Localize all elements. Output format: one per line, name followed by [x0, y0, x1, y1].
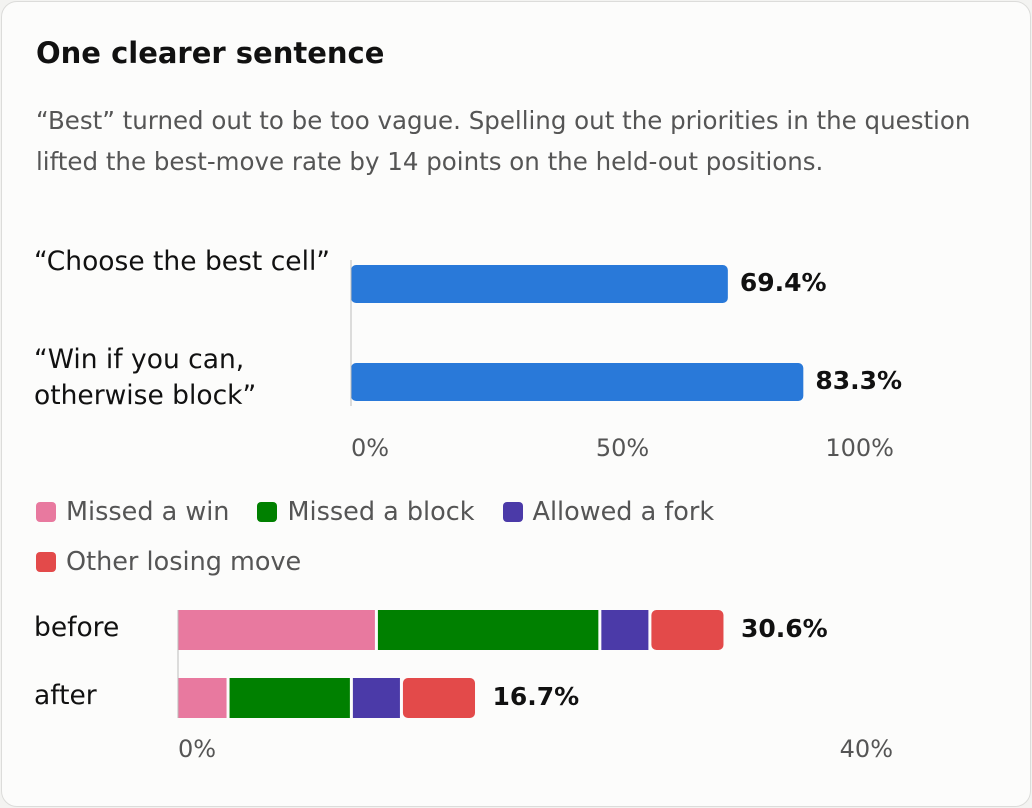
card-title: One clearer sentence [36, 36, 385, 70]
legend-swatch [36, 502, 56, 522]
category-label: before [34, 612, 120, 643]
bar-segment [178, 610, 375, 650]
bar-segment [377, 610, 599, 650]
card-description: “Best” turned out to be too vague. Spell… [36, 106, 971, 176]
bar-segment [229, 678, 350, 718]
legend-swatch [257, 502, 278, 522]
value-label: 69.4% [740, 268, 827, 297]
bar-segment [601, 610, 649, 650]
value-label: 83.3% [815, 366, 902, 395]
legend-label: Missed a block [287, 497, 475, 527]
legend-item: Missed a block [257, 494, 475, 530]
bar [351, 265, 728, 303]
legend-label: Other losing move [66, 547, 302, 577]
category-label: “Choose the best cell” [34, 246, 331, 277]
bar-segment [178, 678, 227, 718]
legend-item: Other losing move [36, 544, 301, 580]
x-tick-label: 50% [596, 434, 649, 462]
legend-label: Missed a win [66, 497, 230, 527]
x-tick-label: 100% [825, 434, 894, 462]
bar-segment [402, 678, 476, 718]
x-tick-label: 40% [840, 735, 893, 763]
total-label: 16.7% [493, 682, 580, 711]
legend-item: Missed a win [36, 494, 229, 530]
category-label: “Win if you can, otherwise block” [34, 344, 257, 411]
total-label: 30.6% [741, 614, 828, 643]
legend: Missed a win Missed a block Allowed a fork… [36, 494, 816, 580]
x-tick-label: 0% [178, 735, 216, 763]
legend-swatch [502, 502, 523, 522]
legend-item: Allowed a fork [502, 494, 715, 530]
category-label: after [34, 680, 97, 711]
bar [351, 363, 804, 401]
bar-segment [651, 610, 724, 650]
x-tick-label: 0% [351, 434, 389, 462]
legend-swatch [36, 552, 56, 572]
legend-label: Allowed a fork [532, 497, 715, 527]
bar-segment [352, 678, 400, 718]
